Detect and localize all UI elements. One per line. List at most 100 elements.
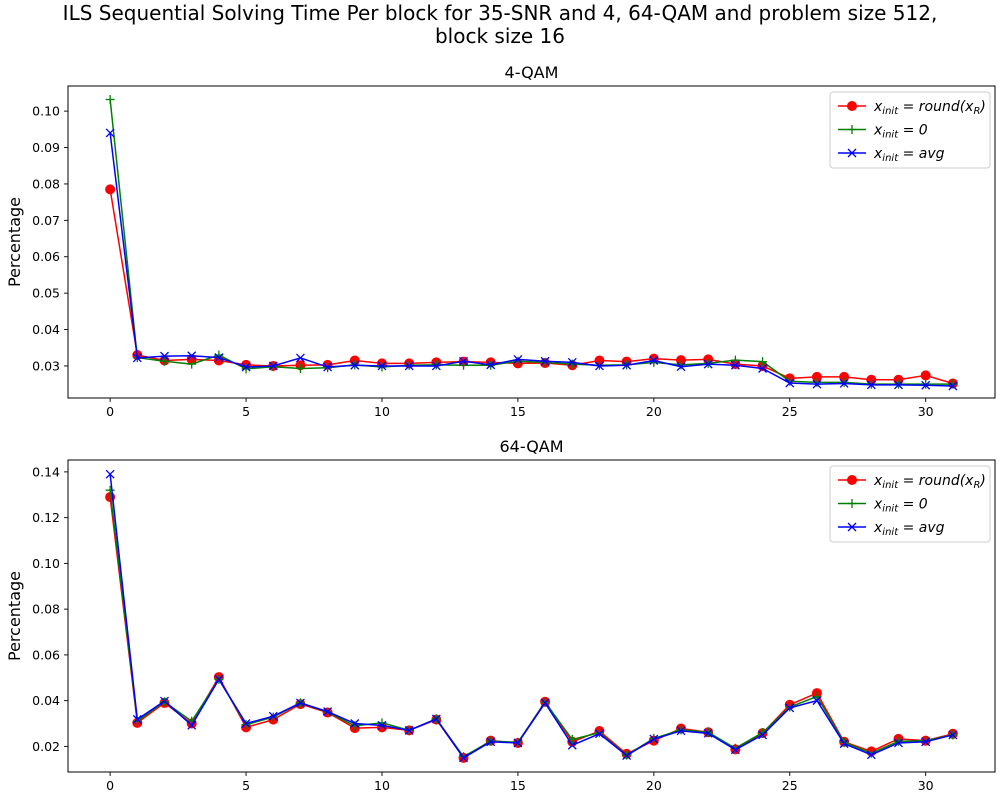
legend-box bbox=[829, 91, 991, 169]
data-point-2 bbox=[894, 738, 903, 748]
legend-marker bbox=[847, 499, 857, 508]
data-point-2 bbox=[540, 356, 550, 366]
y-tick-label: 0.07 bbox=[32, 213, 60, 228]
data-point-1 bbox=[187, 359, 197, 369]
subplot-title: 4-QAM bbox=[505, 63, 559, 82]
y-tick-label: 0.12 bbox=[32, 510, 60, 525]
data-point-2 bbox=[812, 379, 822, 389]
series-line-1 bbox=[109, 99, 953, 385]
data-point-2 bbox=[758, 730, 768, 740]
series-line-2 bbox=[109, 474, 954, 759]
data-point-2 bbox=[540, 698, 550, 708]
legend-box bbox=[829, 465, 991, 543]
y-tick-label: 0.14 bbox=[32, 464, 60, 479]
data-point-2 bbox=[323, 362, 333, 372]
data-point-2 bbox=[295, 353, 305, 363]
figure-title-line1: ILS Sequential Solving Time Per block fo… bbox=[63, 1, 938, 25]
data-point-2 bbox=[377, 361, 387, 371]
legend-label: xinit = 0 bbox=[873, 497, 928, 515]
data-point-2 bbox=[812, 696, 822, 706]
legend: xinit = round(xR) xinit = 0 xinit = avg bbox=[829, 91, 991, 169]
x-tick-label: 10 bbox=[374, 778, 390, 793]
data-point-2 bbox=[703, 359, 713, 369]
data-point-2 bbox=[323, 707, 333, 717]
data-point-1 bbox=[377, 362, 387, 372]
data-point-1 bbox=[295, 364, 305, 374]
y-tick-label: 0.06 bbox=[32, 647, 60, 662]
data-point-2 bbox=[649, 734, 659, 744]
data-point-2 bbox=[622, 360, 632, 370]
data-point-2 bbox=[187, 720, 197, 730]
y-tick-label: 0.09 bbox=[32, 140, 60, 155]
data-point-1 bbox=[812, 692, 822, 702]
data-point-2 bbox=[513, 354, 523, 364]
data-point-2 bbox=[160, 351, 169, 361]
legend-label: xinit = round(xR) bbox=[873, 473, 986, 491]
data-point-2 bbox=[595, 361, 604, 371]
data-point-2 bbox=[404, 361, 414, 371]
legend-marker bbox=[847, 475, 857, 485]
data-point-1 bbox=[241, 720, 251, 730]
x-tick-label: 25 bbox=[782, 778, 798, 793]
chart-64qam: 64-QAM Percentage 0 5 10 15 20 25 30 0.02 0.04 0.06… bbox=[5, 437, 996, 793]
data-point-2 bbox=[921, 737, 931, 747]
series-line-2 bbox=[109, 132, 953, 387]
x-tick-label: 0 bbox=[106, 778, 114, 793]
data-point-2 bbox=[730, 745, 740, 755]
legend-marker bbox=[847, 101, 857, 111]
legend-marker bbox=[847, 522, 857, 532]
y-axis-label: Percentage bbox=[5, 571, 24, 661]
data-point-1 bbox=[105, 485, 115, 495]
data-point-2 bbox=[894, 380, 903, 390]
data-point-1 bbox=[703, 727, 713, 737]
data-point-1 bbox=[540, 357, 550, 367]
data-point-2 bbox=[459, 753, 468, 763]
x-tick-label: 20 bbox=[646, 778, 662, 793]
data-point-2 bbox=[730, 360, 740, 370]
axes-frame bbox=[67, 459, 996, 773]
data-point-2 bbox=[486, 737, 496, 747]
legend-label: xinit = round(xR) bbox=[873, 99, 986, 117]
data-point-1 bbox=[921, 379, 931, 389]
legend-marker bbox=[847, 125, 857, 134]
data-point-2 bbox=[785, 703, 795, 713]
data-point-2 bbox=[241, 362, 251, 372]
y-tick-label: 0.08 bbox=[32, 602, 60, 617]
y-tick-label: 0.03 bbox=[32, 358, 60, 373]
legend-label: xinit = avg bbox=[873, 520, 945, 538]
chart-4qam: 4-QAM Percentage 0 5 10 15 20 25 30 0.03 0.04 0.05 0… bbox=[5, 63, 996, 419]
data-point-2 bbox=[241, 719, 251, 728]
data-point-2 bbox=[676, 726, 686, 736]
data-point-2 bbox=[785, 378, 795, 388]
legend: xinit = round(xR) xinit = 0 xinit = avg bbox=[829, 465, 991, 543]
y-tick-label: 0.04 bbox=[32, 693, 60, 708]
data-point-2 bbox=[160, 696, 169, 706]
data-point-2 bbox=[459, 356, 468, 366]
series-line-0 bbox=[109, 496, 954, 759]
subplot-title: 64-QAM bbox=[499, 437, 563, 456]
data-point-1 bbox=[758, 357, 768, 367]
data-point-1 bbox=[676, 360, 686, 370]
x-tick-label: 10 bbox=[374, 404, 390, 419]
y-axis-label: Percentage bbox=[5, 197, 24, 287]
x-tick-label: 0 bbox=[106, 404, 114, 419]
y-tick-label: 0.10 bbox=[32, 556, 60, 571]
y-tick-label: 0.08 bbox=[32, 176, 60, 191]
legend-marker bbox=[847, 148, 857, 158]
y-tick-label: 0.02 bbox=[32, 739, 60, 754]
data-point-2 bbox=[214, 674, 224, 684]
data-point-2 bbox=[214, 353, 224, 363]
x-tick-label: 20 bbox=[646, 404, 662, 419]
data-point-2 bbox=[567, 740, 577, 750]
data-point-1 bbox=[839, 377, 849, 387]
data-point-2 bbox=[295, 698, 305, 708]
legend-label: xinit = avg bbox=[873, 146, 945, 164]
data-point-2 bbox=[866, 750, 876, 760]
y-tick-label: 0.05 bbox=[32, 286, 60, 301]
data-point-2 bbox=[513, 738, 523, 748]
data-point-1 bbox=[812, 377, 822, 387]
data-point-2 bbox=[839, 739, 849, 749]
data-point-1 bbox=[105, 94, 115, 104]
axes-frame bbox=[67, 85, 996, 399]
data-point-2 bbox=[567, 357, 577, 367]
